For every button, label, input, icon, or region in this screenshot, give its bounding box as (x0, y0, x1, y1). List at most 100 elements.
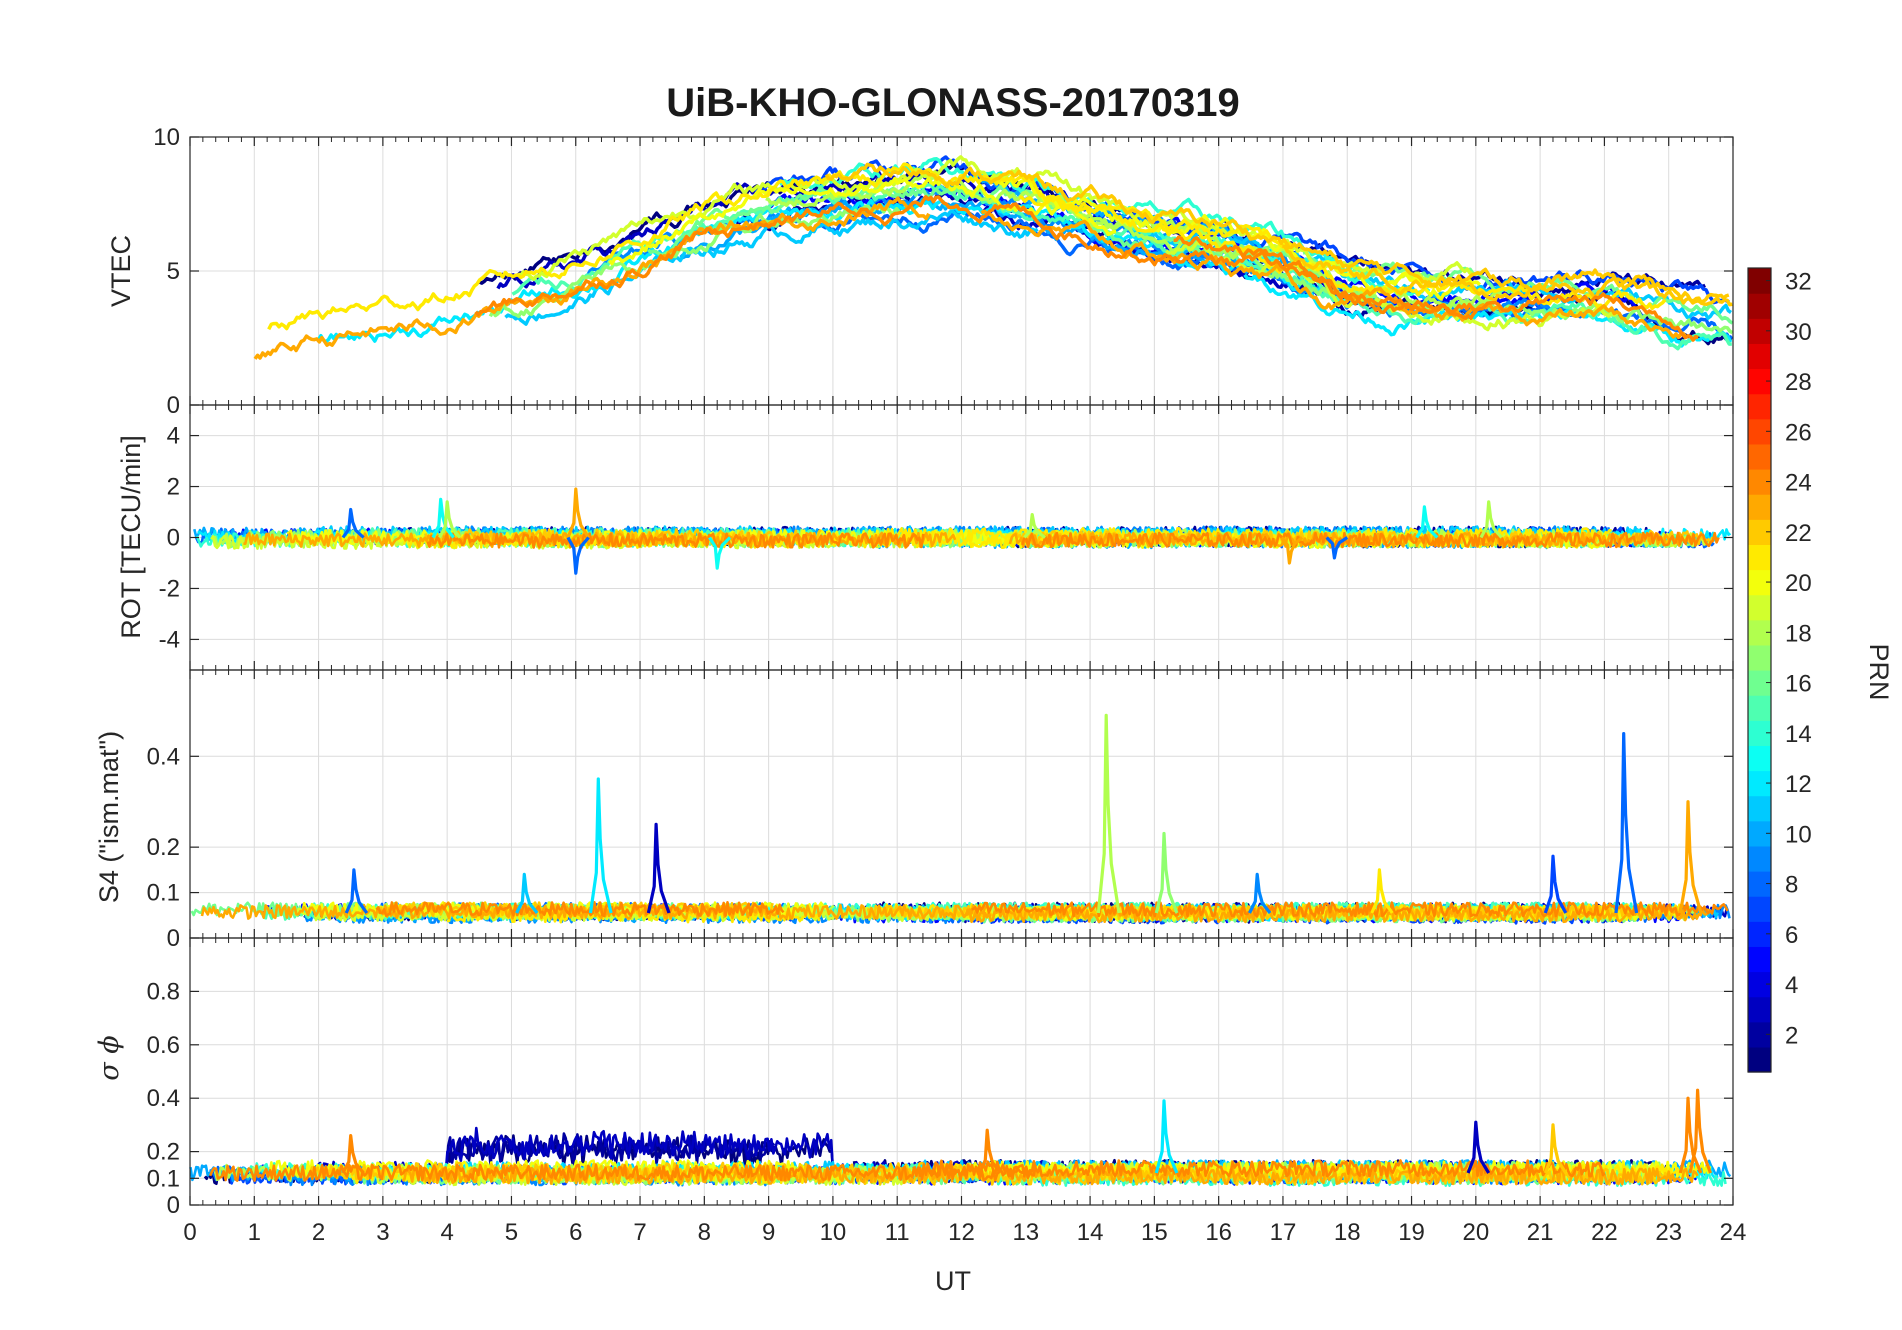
series-line-prn-19 (517, 155, 1473, 285)
spike-mark (1688, 1088, 1712, 1174)
series-line-prn-24-seg0 (208, 1163, 1037, 1182)
colorbar-tick-label: 8 (1785, 872, 1798, 899)
colorbar-tick-label: 6 (1785, 922, 1798, 949)
y-tick-label: 0.2 (147, 1139, 180, 1166)
y-tick-label: 0.1 (147, 1165, 180, 1192)
colorbar-band (1748, 469, 1771, 495)
y-tick-label: 0 (167, 525, 180, 552)
x-tick-label: 4 (440, 1219, 453, 1246)
series-line-prn-23-seg0 (200, 903, 992, 920)
colorbar-band (1748, 569, 1771, 596)
panel-sigma-phi-lines (189, 1088, 1732, 1187)
colorbar-band (1748, 745, 1771, 772)
x-tick-label: 14 (1077, 1219, 1104, 1246)
spike-mark (341, 1133, 365, 1175)
colorbar-band (1748, 318, 1771, 344)
colorbar-tick-label: 12 (1785, 771, 1812, 798)
series-line-prn-22-arc2 (1282, 244, 1733, 307)
colorbar-label: PRN (1864, 643, 1894, 700)
series-line-prn-21-arc2 (1018, 194, 1667, 311)
panel-rot-lines (193, 487, 1732, 575)
x-tick-label: 9 (762, 1219, 775, 1246)
colorbar-band (1748, 1021, 1771, 1048)
colorbar-band (1748, 343, 1771, 370)
x-tick-label: 7 (633, 1219, 646, 1246)
y-tick-label: 10 (153, 124, 180, 151)
series-line-prn-24-seg0 (375, 900, 785, 918)
colorbar-band (1748, 594, 1771, 621)
spike-mark (1415, 505, 1439, 539)
x-tick-label: 3 (376, 1219, 389, 1246)
x-tick-label: 2 (312, 1219, 325, 1246)
spike-mark (1543, 1123, 1568, 1174)
colorbar-frame (1747, 267, 1772, 1073)
x-tick-label: 1 (248, 1219, 261, 1246)
spike-mark (1479, 500, 1503, 539)
x-tick-label: 24 (1720, 1219, 1747, 1246)
series-line-prn-24-seg1 (1021, 531, 1720, 549)
x-tick-label: 10 (820, 1219, 847, 1246)
colorbar-band (1748, 519, 1771, 545)
colorbar-tick-label: 16 (1785, 671, 1812, 698)
colorbar-bands (1748, 268, 1771, 1073)
panel-rot-xtickmarks (189, 405, 1734, 670)
x-tick-label: 6 (569, 1219, 582, 1246)
x-tick-label: 19 (1398, 1219, 1425, 1246)
colorbar-tick-label: 30 (1785, 319, 1812, 346)
colorbar-tick-label: 20 (1785, 570, 1812, 597)
colorbar-band (1748, 293, 1771, 319)
colorbar-band (1748, 268, 1771, 294)
spike-mark (646, 822, 671, 914)
panel-sigma-phi-frame (189, 937, 1734, 1206)
y-tick-label: 0.1 (147, 880, 180, 907)
spike-mark (515, 872, 539, 915)
colorbar-band (1748, 670, 1771, 696)
spike-mark (438, 500, 462, 539)
panel-s4-yticks: 0 0.1 0.2 0.4 (147, 743, 1733, 952)
colorbar-band (1748, 896, 1771, 922)
panel-vtec-xtickmarks (189, 137, 1734, 405)
spike-mark (1096, 713, 1121, 914)
series-line-prn-10 (679, 197, 1252, 274)
x-tick-label: 23 (1655, 1219, 1682, 1246)
colorbar-band (1748, 946, 1771, 973)
y-tick-label: 2 (167, 474, 180, 501)
spike-mark (1614, 731, 1639, 914)
spike-mark (1248, 872, 1272, 915)
series-line-prn-20-arc2 (998, 175, 1482, 301)
colorbar-band (1748, 921, 1771, 947)
x-tick-label: 18 (1334, 1219, 1361, 1246)
colorbar-band (1748, 770, 1771, 797)
series-line-prn-11 (504, 209, 1039, 326)
y-tick-label: 0 (167, 392, 180, 419)
y-tick-label: 0 (167, 1192, 180, 1219)
spike-mark (978, 1128, 1002, 1174)
panel-rot-yticks: -4 -2 0 2 4 (159, 423, 1733, 653)
y-tick-label: 4 (167, 423, 180, 450)
spike-mark (566, 487, 590, 539)
x-tick-label: 13 (1012, 1219, 1039, 1246)
panel-vtec: 0 5 10 VTEC (106, 124, 1734, 419)
series-line-prn-22 (824, 162, 1730, 305)
y-tick-label: 0.4 (147, 1085, 180, 1112)
spike-mark (1280, 536, 1304, 565)
x-tick-label: 8 (698, 1219, 711, 1246)
spike-mark (1543, 854, 1568, 914)
panel-s4-lines (190, 713, 1731, 925)
series-line-prn-24-seg1 (913, 1159, 1606, 1178)
series-line-prn-20 (608, 176, 1117, 266)
colorbar-band (1748, 720, 1771, 746)
x-tick-labels: 0 1 2 3 4 5 6 7 8 9 10 11 12 13 14 15 16 17 18 19 20 21 22 23 24 (183, 1219, 1746, 1246)
colorbar-band (1748, 820, 1771, 847)
series-line-prn-24-arc2 (1173, 235, 1699, 342)
y-tick-label: 5 (167, 258, 180, 285)
series-line-prn-23-arc2 (980, 209, 1688, 340)
x-tick-label: 5 (505, 1219, 518, 1246)
colorbar-band (1748, 644, 1771, 671)
panel-s4-grid (189, 670, 1734, 939)
y-tick-label: 0.2 (147, 834, 180, 861)
colorbar-tick-label: 10 (1785, 821, 1812, 848)
x-tick-label: 22 (1591, 1219, 1618, 1246)
panel-sigma-phi-yticks: 00.10.2 0.4 0.6 0.8 (147, 978, 1733, 1219)
